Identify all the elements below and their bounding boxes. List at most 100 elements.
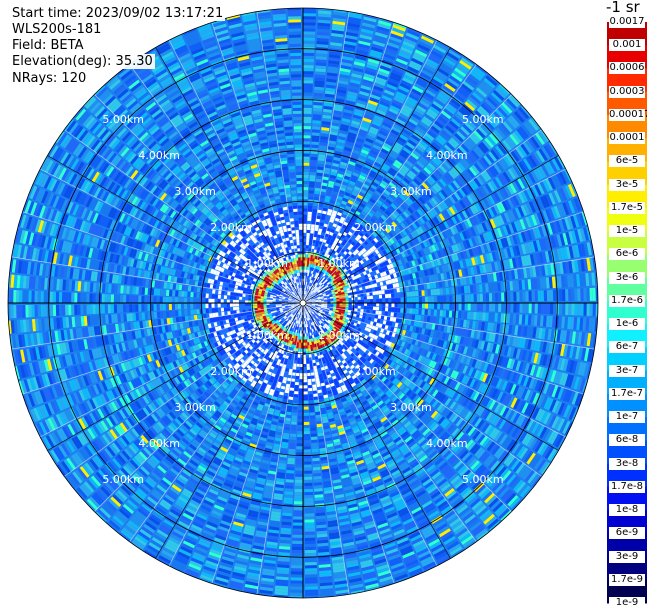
range-gate-cell [372,310,375,314]
range-gate-cell [473,312,477,320]
range-gate-cell [349,305,352,307]
range-gate-cell [312,212,316,216]
range-gate-cell [449,295,452,302]
range-gate-cell [507,292,510,301]
range-gate-cell [544,290,547,301]
range-gate-cell [372,288,376,292]
range-gate-cell [364,296,367,299]
range-gate-cell [303,187,308,190]
range-gate-cell [309,193,314,196]
range-gate-cell [504,292,507,301]
range-gate-cell [385,307,388,311]
range-gate-cell [443,303,446,309]
range-gate-cell [305,254,307,257]
range-gate-cell [313,117,322,121]
range-gate-cell [516,303,519,313]
range-gate-cell [313,206,318,210]
range-gate-cell [311,157,318,161]
range-gate-cell [529,291,532,301]
range-gate-cell [550,290,553,301]
range-gate-cell [364,300,367,303]
range-gate-cell [538,291,541,302]
range-gate-cell [313,209,318,213]
range-gate-cell [303,153,310,156]
range-gate-cell [412,309,415,314]
range-gate-cell [303,13,316,16]
range-gate-cell [303,80,313,83]
range-gate-cell [311,154,318,158]
range-gate-cell [501,292,504,301]
range-gate-cell [305,266,307,269]
range-gate-cell [596,288,599,301]
range-gate-cell [480,303,483,311]
range-gate-cell [309,181,315,184]
range-gate-cell [516,292,519,302]
range-gate-cell [361,306,364,309]
range-gate-cell [391,298,394,302]
range-gate-cell [303,59,314,62]
range-gate-cell [367,299,370,302]
range-gate-cell [419,297,422,302]
range-gate-cell [313,111,322,115]
range-gate-cell [529,303,532,313]
range-gate-cell [391,293,394,297]
range-gate-cell [428,303,431,309]
range-gate-cell [303,215,307,218]
range-gate-cell [458,286,462,293]
range-gate-cell [413,303,416,308]
range-gate-cell [303,224,307,227]
range-gate-cell [474,294,477,302]
range-gate-cell [491,313,495,322]
range-gate-cell [471,294,474,302]
range-gate-cell [306,242,309,245]
range-gate-cell [437,303,440,309]
range-gate-cell [470,285,474,293]
range-gate-cell [303,50,314,53]
range-gate-cell [571,289,574,301]
range-gate-cell [400,313,404,318]
range-gate-cell [580,288,583,301]
range-gate-cell [307,227,311,230]
range-gate-cell [303,172,309,175]
range-gate-cell [303,111,312,114]
range-gate-cell [310,160,317,164]
range-gate-cell [449,311,453,318]
range-gate-cell [343,301,346,303]
range-gate-cell [303,123,311,126]
range-gate-cell [391,308,394,312]
range-gate-cell [361,300,364,303]
range-gate-cell [355,300,358,302]
range-gate-cell [303,108,312,111]
range-gate-cell [541,290,544,301]
range-gate-cell [303,211,307,214]
range-gate-cell [303,25,316,28]
range-gate-cell [568,303,571,315]
range-gate-cell [406,292,409,297]
range-gate-cell [310,236,313,239]
range-gate-cell [303,126,311,129]
range-gate-cell [443,295,446,301]
range-gate-cell [309,184,315,187]
range-gate-cell [355,306,358,309]
range-gate-cell [416,303,419,308]
range-gate-cell [488,313,492,322]
range-gate-cell [394,308,397,312]
range-gate-cell [385,294,388,298]
range-gate-cell [358,297,361,300]
range-gate-cell [504,303,507,312]
range-gate-cell [303,196,308,199]
range-gate-cell [446,295,449,302]
range-gate-cell [394,293,397,297]
range-gate-cell [468,294,471,302]
range-gate-cell [458,295,461,302]
range-gate-cell [352,306,355,308]
range-gate-cell [482,312,486,320]
range-gate-cell [305,263,307,266]
range-gate-cell [382,303,385,307]
range-gate-cell [471,303,474,311]
range-gate-cell [388,303,391,307]
range-gate-cell [303,184,308,187]
range-gate-cell [310,169,316,172]
range-gate-cell [535,303,538,314]
